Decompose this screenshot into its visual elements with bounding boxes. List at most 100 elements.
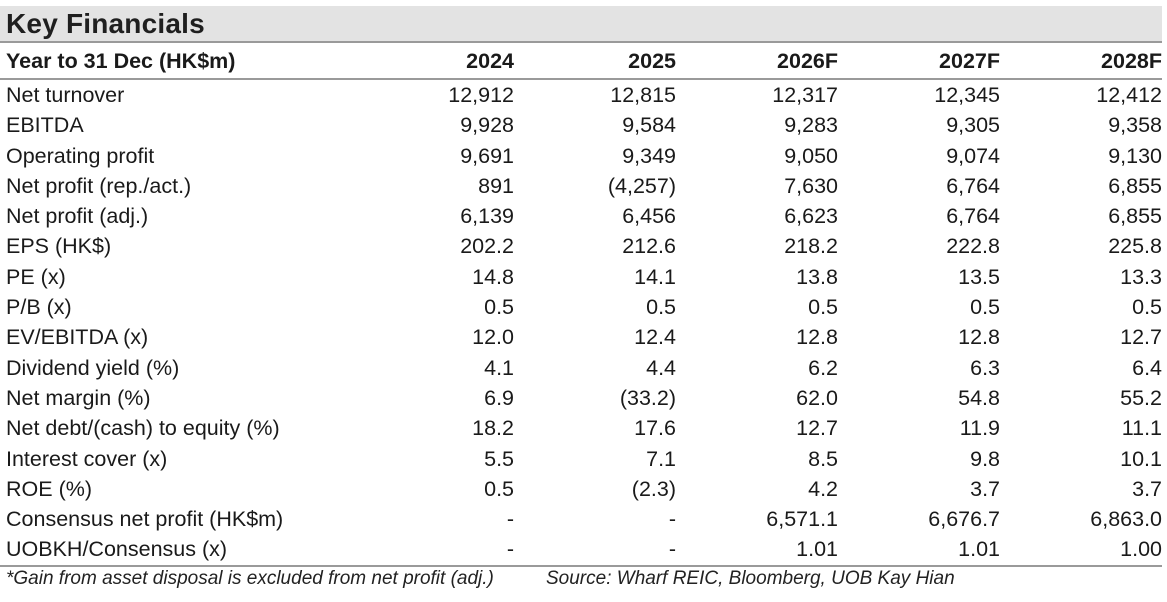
table-cell-value: 9,584 [622, 113, 676, 138]
table-cell-value: 4.1 [484, 355, 514, 380]
table-cell-value: 13.5 [958, 264, 1000, 289]
row-label: Operating profit [6, 143, 155, 168]
table-cell-value: 54.8 [958, 385, 1000, 410]
table-cell-value: 12,317 [772, 83, 838, 107]
table-cell-value: 7,630 [784, 173, 838, 198]
table-cell-value: 12.4 [634, 325, 676, 350]
table-cell-value: 225.8 [1108, 234, 1162, 259]
table-cell-value: - [352, 534, 514, 567]
table-cell-value: 12.8 [958, 325, 1000, 350]
table-cell-value: 218.2 [784, 234, 838, 259]
table-cell-value: 11.9 [959, 416, 1000, 441]
table-row: UOBKH/Consensus (x) - -1.01 1.01 1.00 [0, 534, 1162, 567]
table-cell-value: 0.5 [970, 295, 1000, 320]
table-cell-value: 12,815 [610, 83, 676, 107]
table-cell-value: 6,764 [946, 173, 1000, 198]
page-title: Key Financials [6, 8, 205, 39]
column-header-period: Year to 31 Dec (HK$m) [0, 45, 352, 80]
table-body: Net turnover 12,912 12,815 12,317 12,345 12,4… [0, 79, 1162, 567]
table-cell-value: 12,345 [934, 83, 1000, 107]
row-label: Net debt/(cash) to equity (%) [6, 416, 280, 441]
row-label: Net profit (rep./act.) [6, 173, 192, 198]
table-header-row: Year to 31 Dec (HK$m) 2024 2025 2026F 20… [0, 45, 1162, 80]
source-note: Source: Wharf REIC, Bloomberg, UOB Kay H… [546, 568, 955, 589]
table-cell-value: - [514, 534, 676, 567]
table-cell-value: 0.5 [646, 295, 676, 320]
table-cell-value: 14.1 [634, 264, 676, 289]
table-cell-value: 4.4 [646, 355, 676, 380]
table-cell-value: 6,623 [784, 204, 838, 229]
table-row: Consensus net profit (HK$m) - - 6,571.1 6,67… [0, 504, 1162, 534]
table-cell-value: - [506, 507, 514, 532]
table-cell-value: 9,349 [622, 143, 676, 168]
table-row: ROE (%) 0.5 (2.3) 4.2 3.7 3.7 [0, 474, 1162, 504]
table-cell-value: 3.7 [970, 476, 1000, 501]
table-cell-value: (4,257) [607, 173, 676, 198]
table-cell-value: 9,305 [946, 113, 1000, 138]
table-cell-value: 9,358 [1108, 113, 1162, 138]
table-row: Interest cover (x) 5.5 7.1 8.5 9.8 10.1 [0, 444, 1162, 474]
row-label: P/B (x) [6, 295, 72, 320]
table-cell-value: 17.6 [634, 416, 676, 441]
row-label: ROE (%) [6, 476, 92, 501]
table-cell-value: 6.3 [970, 355, 1000, 380]
table-row: EV/EBITDA (x) 12.0 12.4 12.8 12.8 12.7 [0, 322, 1162, 352]
table-cell-value: 9,928 [460, 113, 514, 138]
table-cell-value: 1.00 [1000, 534, 1162, 567]
table-cell-value: 6.4 [1132, 355, 1162, 380]
table-cell-value: 6,139 [460, 204, 514, 229]
table-cell-value: 1.01 [838, 534, 1000, 567]
table-cell-value: 5.5 [484, 446, 514, 471]
table-cell-value: 13.8 [796, 264, 838, 289]
table-cell-value: 4.2 [808, 476, 838, 501]
row-label: EPS (HK$) [6, 234, 112, 259]
table-row: P/B (x) 0.5 0.5 0.5 0.5 0.5 [0, 292, 1162, 322]
table-cell-value: 13.3 [1120, 264, 1162, 289]
table-cell-value: 11.1 [1121, 416, 1162, 441]
table-row: Operating profit 9,691 9,349 9,050 9,074 9,13… [0, 141, 1162, 171]
table-row: EPS (HK$) 202.2 212.6 218.2 222.8 225.8 [0, 231, 1162, 261]
table-cell-value: 0.5 [484, 476, 514, 501]
table-cell-value: 9.8 [970, 446, 1000, 471]
table-cell-value: 9,283 [784, 113, 838, 138]
table-cell-value: 7.1 [646, 446, 676, 471]
table-cell-value: 0.5 [484, 295, 514, 320]
table-cell-value: 12.0 [472, 325, 514, 350]
table-cell-value: 14.8 [472, 264, 514, 289]
table-cell-value: 6,456 [622, 204, 676, 229]
table-cell-value: 18.2 [472, 416, 514, 441]
title-bar: Key Financials [0, 6, 1162, 43]
table-cell-value: 12.8 [796, 325, 838, 350]
table-row: EBITDA 9,928 9,584 9,283 9,305 9,358 [0, 110, 1162, 140]
row-label: Interest cover (x) [6, 446, 168, 471]
table-cell-value: 9,130 [1108, 143, 1162, 168]
table-cell-value: 222.8 [946, 234, 1000, 259]
table-cell-value: 12.7 [1120, 325, 1162, 350]
table-cell-value: 9,050 [784, 143, 838, 168]
table-cell-value: 202.2 [460, 234, 514, 259]
table-row: Net margin (%) 6.9 (33.2) 62.0 54.8 55.2 [0, 383, 1162, 413]
table-row: Net debt/(cash) to equity (%) 18.2 17.6 12.… [0, 413, 1162, 443]
table-row: Dividend yield (%) 4.1 4.4 6.2 6.3 6.4 [0, 353, 1162, 383]
table-cell-value: 212.6 [622, 234, 676, 259]
table-cell-value: 9,074 [946, 143, 1000, 168]
column-header-year: 2024 [352, 45, 514, 80]
table-cell-value: 891 [478, 173, 514, 198]
table-cell-value: (2.3) [631, 476, 676, 501]
table-cell-value: - [668, 507, 676, 532]
table-cell-value: 0.5 [1132, 295, 1162, 320]
table-cell-value: 10.1 [1120, 446, 1162, 471]
table-row: Net profit (adj.) 6,139 6,456 6,623 6,764 6,8… [0, 201, 1162, 231]
row-label: UOBKH/Consensus (x) [0, 534, 352, 567]
table-cell-value: 12,912 [448, 83, 514, 107]
table-cell-value: 6,855 [1108, 204, 1162, 229]
row-label: Dividend yield (%) [6, 355, 180, 380]
footnote: *Gain from asset disposal is excluded fr… [6, 568, 494, 589]
table-cell-value: (33.2) [619, 385, 676, 410]
row-label: Net turnover [6, 83, 125, 107]
row-label: EBITDA [6, 113, 84, 138]
table-cell-value: 8.5 [808, 446, 838, 471]
table-cell-value: 55.2 [1120, 385, 1162, 410]
column-header-year: 2028F [1000, 45, 1162, 80]
row-label: EV/EBITDA (x) [6, 325, 149, 350]
